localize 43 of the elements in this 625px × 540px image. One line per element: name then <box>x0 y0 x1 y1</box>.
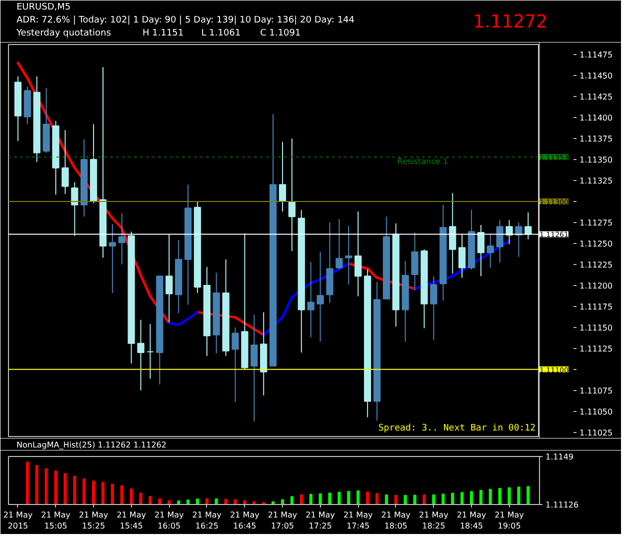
text: 1.11272 <box>473 12 548 32</box>
y-tick-label: 1.11126 <box>546 500 579 510</box>
x-tick-label: 21 May 16:25 <box>192 510 222 530</box>
text: L 1.1061 <box>201 28 241 38</box>
x-tick-label: 21 May 15:05 <box>41 510 71 530</box>
x-tick-label: 21 May 18:25 <box>419 510 449 530</box>
text: Yesterday quotations <box>16 28 112 38</box>
x-tick-label: 21 May 16:05 <box>154 510 184 530</box>
text: C 1.1091 <box>260 28 301 38</box>
x-tick-label: 21 May 15:25 <box>78 510 108 530</box>
y-tick-label: 1.11175 <box>580 302 613 312</box>
y-tick-label: 1.11075 <box>580 386 613 396</box>
x-tick-label: 21 May 2015 <box>3 510 33 530</box>
x-tick-label: 21 May 17:05 <box>268 510 298 530</box>
y-tick-label: 1.11275 <box>580 218 613 228</box>
chart-title: EURUSD,M5 <box>16 2 71 12</box>
y-tick-label: 1.11050 <box>580 407 613 416</box>
annotation: Resistance 1 <box>397 156 448 166</box>
y-tick-label: 1.11225 <box>580 260 613 270</box>
x-tick-label: 21 May 18:45 <box>456 510 486 530</box>
y-tick-label: 1.11125 <box>580 344 613 354</box>
text: ADR: 72.6% | Today: 102| 1 Day: 90 | 5 Day: 139| 10 Day: 136| 20 Day: 144 <box>16 16 355 26</box>
y-tick-label: 1.11400 <box>580 114 613 123</box>
y-tick-label: 1.11325 <box>580 176 613 186</box>
x-tick-label: 21 May 16:45 <box>230 510 260 530</box>
x-tick-label: 21 May 17:45 <box>343 510 373 530</box>
chart-title: NonLagMA_Hist(25) 1.11262 1.11262 <box>16 440 166 450</box>
x-tick-label: 21 May 19:05 <box>494 510 524 530</box>
y-tick-label: 1.11150 <box>580 323 613 332</box>
y-tick-label: 1.11475 <box>580 50 613 60</box>
y-tick-label: 1.11425 <box>580 92 613 102</box>
y-tick-label: 1.11250 <box>580 239 613 248</box>
x-tick-label: 21 May 17:25 <box>306 510 336 530</box>
y-tick-label: 1.1149 <box>546 452 574 462</box>
text: H 1.1151 <box>142 28 184 38</box>
x-tick-label: 21 May 18:05 <box>381 510 411 530</box>
annotation: Spread: 3.. Next Bar in 00:12 <box>378 424 536 434</box>
x-tick-label: 21 May 15:45 <box>116 510 146 530</box>
y-tick-label: 1.11450 <box>580 72 613 81</box>
y-tick-label: 1.11375 <box>580 134 613 144</box>
y-tick-label: 1.11350 <box>580 156 613 164</box>
y-tick-label: 1.11200 <box>580 281 613 290</box>
y-tick-label: 1.11025 <box>580 428 613 438</box>
